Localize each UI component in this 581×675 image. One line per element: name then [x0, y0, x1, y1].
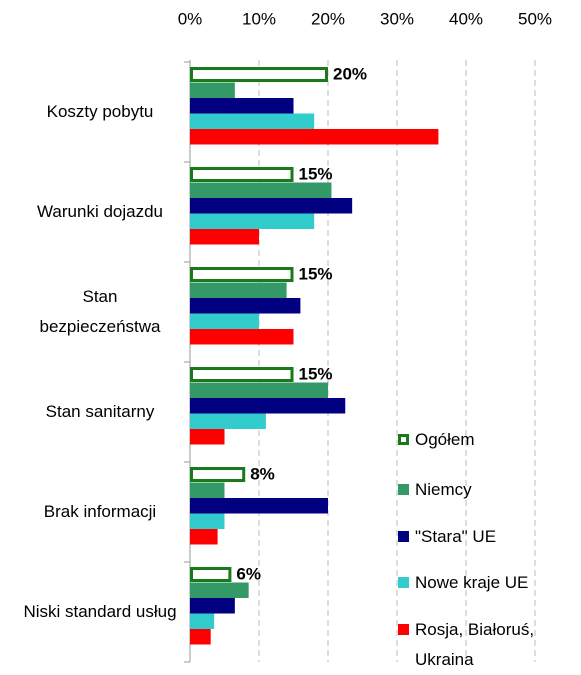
bar: [190, 329, 294, 345]
legend-swatch: [398, 624, 409, 635]
category-label: Koszty pobytu: [46, 102, 154, 121]
bar: [190, 398, 346, 414]
legend-swatch: [398, 577, 409, 588]
x-tick-label: 0%: [178, 9, 203, 28]
bar: [190, 598, 235, 614]
bar: [190, 67, 328, 82]
legend-swatch: [398, 484, 409, 495]
category-label: Warunki dojazdu: [37, 202, 163, 221]
bar: [190, 567, 232, 582]
x-tick-label: 30%: [380, 9, 414, 28]
bar: [190, 429, 225, 445]
bar: [190, 413, 266, 429]
bar: [190, 482, 225, 498]
bar: [190, 82, 235, 98]
legend-item: Ogółem: [398, 425, 578, 455]
data-label: 15%: [299, 164, 333, 183]
bar: [190, 282, 287, 298]
bar: [190, 113, 315, 129]
category-label: Stan bezpieczeństwa: [39, 287, 161, 336]
bar: [190, 298, 301, 314]
bar: [190, 513, 225, 529]
bar: [190, 367, 294, 382]
legend-item: Rosja, Białoruś, Ukraina: [398, 615, 578, 675]
data-label: 15%: [299, 264, 333, 283]
bar: [190, 582, 249, 598]
category-label: Stan sanitarny: [45, 402, 155, 421]
bar: [190, 313, 259, 329]
legend-item: Niemcy: [398, 475, 578, 505]
bar: [190, 382, 328, 398]
x-tick-label: 20%: [311, 9, 345, 28]
data-label: 6%: [236, 564, 261, 583]
bar: [190, 167, 294, 182]
legend-label: Niemcy: [415, 480, 472, 499]
legend-label: Rosja, Białoruś, Ukraina: [415, 620, 535, 669]
bar: [190, 267, 294, 282]
bar: [190, 613, 215, 629]
bar: [190, 213, 315, 229]
data-label: 20%: [333, 64, 367, 83]
legend-swatch: [398, 434, 409, 445]
x-tick-label: 40%: [449, 9, 483, 28]
bar: [190, 498, 328, 514]
bar: [190, 129, 439, 145]
category-label: Niski standard usług: [23, 602, 177, 621]
bar: [190, 529, 218, 545]
bar: [190, 198, 353, 214]
data-label: 8%: [250, 464, 275, 483]
legend-label: Ogółem: [415, 430, 475, 449]
legend-item: "Stara" UE: [398, 522, 578, 552]
bar: [190, 229, 259, 245]
legend-swatch: [398, 531, 409, 542]
bar: [190, 98, 294, 114]
x-tick-label: 10%: [242, 9, 276, 28]
bar: [190, 629, 211, 645]
bar: [190, 182, 332, 198]
data-label: 15%: [299, 364, 333, 383]
bar: [190, 467, 246, 482]
category-label: Brak informacji: [43, 502, 157, 521]
x-tick-label: 50%: [518, 9, 552, 28]
legend-label: "Stara" UE: [415, 527, 497, 546]
legend-item: Nowe kraje UE: [398, 568, 578, 598]
legend-label: Nowe kraje UE: [415, 573, 529, 592]
